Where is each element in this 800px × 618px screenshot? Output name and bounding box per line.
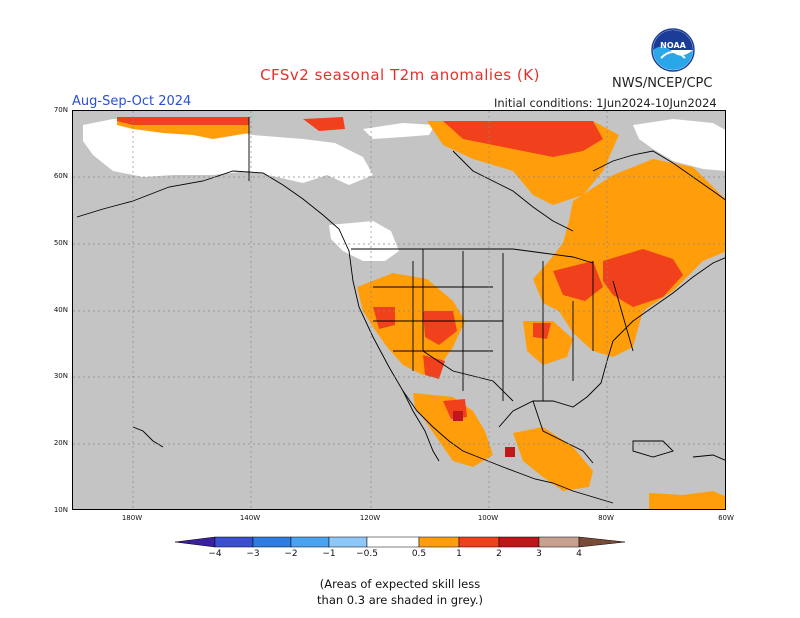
- graticule: [73, 111, 725, 509]
- lon-label-180w: 180W: [121, 514, 143, 522]
- lat-label-30n: 30N: [53, 372, 68, 380]
- colorbar-tick: 1: [456, 549, 462, 559]
- agency-label: NWS/NCEP/CPC: [612, 76, 713, 91]
- anomaly-map: [72, 110, 726, 510]
- lon-label-100w: 100W: [477, 514, 499, 522]
- lat-label-40n: 40N: [53, 306, 68, 314]
- lon-label-60w: 60W: [718, 514, 734, 522]
- colorbar-tick: −3: [246, 549, 260, 559]
- colorbar-segment-4-3: [214, 536, 254, 548]
- colorbar-segment-2-3: [498, 536, 540, 548]
- skill-footnote: (Areas of expected skill less than 0.3 a…: [317, 577, 483, 607]
- colorbar-segment-1-2: [458, 536, 500, 548]
- lat-label-20n: 20N: [53, 439, 68, 447]
- colorbar-segment-05-1: [418, 536, 460, 548]
- colorbar-tick: 2: [496, 549, 502, 559]
- colorbar-segment-3-2: [252, 536, 292, 548]
- colorbar-segment-3-4: [538, 536, 580, 548]
- lat-label-70n: 70N: [53, 106, 68, 114]
- colorbar-tick: 4: [576, 549, 582, 559]
- anomaly-1-2-regions: [117, 117, 683, 419]
- colorbar-segment-lt-4: [175, 536, 216, 548]
- near-normal-regions: [83, 119, 725, 261]
- colorbar-tick: −1: [322, 549, 336, 559]
- noaa-logo-text: NOAA: [660, 41, 686, 50]
- colorbar-segment-neutral: [366, 536, 420, 548]
- chart-title: CFSv2 seasonal T2m anomalies (K): [260, 66, 540, 84]
- colorbar-segment-1-05: [328, 536, 368, 548]
- noaa-logo: NOAA: [651, 28, 695, 72]
- initial-conditions-label: Initial conditions: 1Jun2024-10Jun2024: [494, 96, 717, 110]
- colorbar-segment-2-1: [290, 536, 330, 548]
- lat-label-50n: 50N: [53, 239, 68, 247]
- colorbar-tick: −0.5: [356, 549, 378, 559]
- lat-label-60n: 60N: [53, 172, 68, 180]
- season-label: Aug-Sep-Oct 2024: [72, 94, 192, 109]
- colorbar-tick: −2: [284, 549, 298, 559]
- anomaly-2-3-regions: [453, 411, 515, 457]
- lon-label-120w: 120W: [359, 514, 381, 522]
- lon-label-140w: 140W: [239, 514, 261, 522]
- colorbar-segment-gt-4: [578, 536, 625, 548]
- colorbar: [175, 536, 625, 548]
- colorbar-tick: −4: [208, 549, 222, 559]
- map-svg: [73, 111, 725, 509]
- colorbar-tick: 0.5: [411, 549, 427, 559]
- colorbar-tick: 3: [536, 549, 542, 559]
- lon-label-80w: 80W: [598, 514, 614, 522]
- lat-label-10n: 10N: [53, 506, 68, 514]
